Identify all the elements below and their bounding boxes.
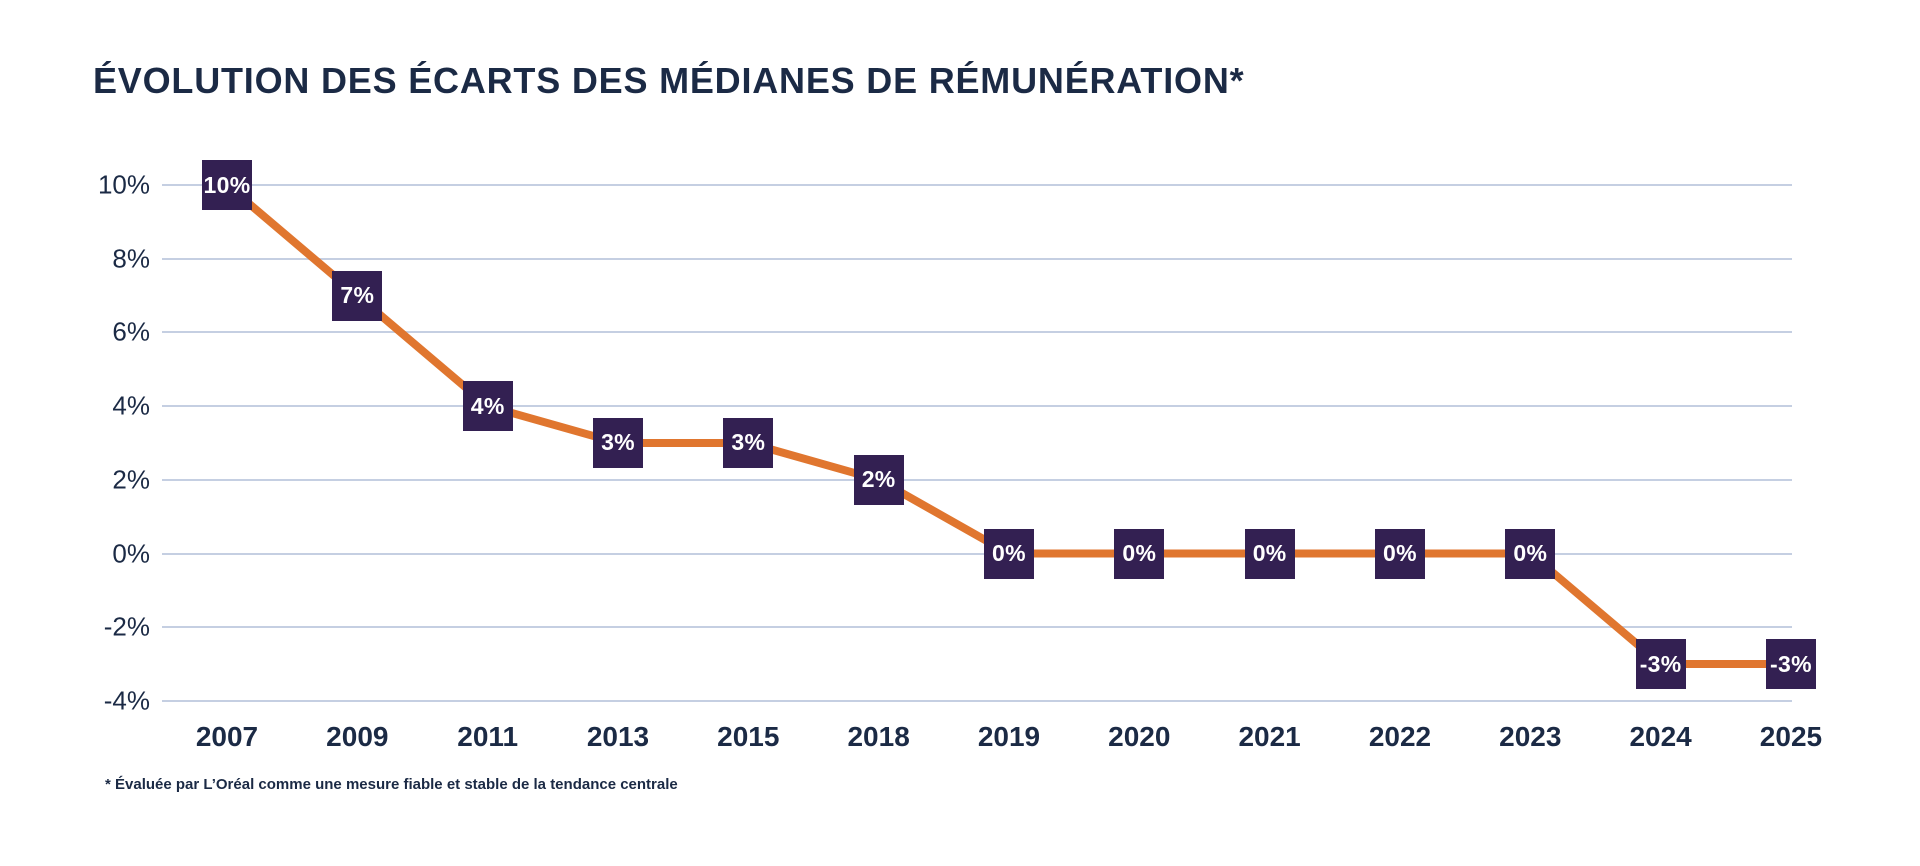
y-axis-tick-6%: 6% [112, 316, 150, 347]
data-point-2011: 4% [462, 381, 513, 432]
y-axis-tick-4%: 4% [112, 390, 150, 421]
gridline-2% [162, 478, 1792, 481]
data-point-2009: 7% [332, 270, 383, 321]
y-axis-tick-2%: 2% [112, 464, 150, 495]
data-point-2023: 0% [1505, 528, 1556, 579]
gridline--4% [162, 699, 1792, 702]
x-axis-tick-2020: 2020 [1108, 721, 1171, 752]
gridline-4% [162, 405, 1792, 408]
x-axis-tick-2011: 2011 [457, 721, 519, 752]
x-axis-tick-2009: 2009 [326, 721, 389, 752]
y-axis-tick-0%: 0% [112, 538, 150, 568]
x-axis-tick-2019: 2019 [977, 721, 1041, 752]
x-axis-tick-2023: 2023 [1499, 721, 1562, 752]
x-axis-tick-2007: 2007 [195, 721, 259, 752]
data-point-2018: 2% [853, 454, 904, 505]
data-point-2025: -3% [1765, 639, 1816, 690]
gridline-6% [162, 331, 1792, 334]
data-point-2021: 0% [1244, 528, 1295, 579]
x-axis-tick-2025: 2025 [1759, 721, 1823, 752]
chart-title: ÉVOLUTION DES ÉCARTS DES MÉDIANES DE RÉM… [93, 60, 1245, 101]
x-axis-tick-2015: 2015 [717, 721, 780, 752]
x-axis-tick-2022: 2022 [1368, 721, 1432, 752]
x-axis-tick-2021: 2021 [1238, 721, 1301, 752]
x-axis-tick-2013: 2013 [586, 721, 650, 752]
data-point-2015: 3% [723, 417, 774, 468]
y-axis-tick--4%: -4% [103, 685, 150, 716]
data-point-2024: -3% [1635, 639, 1686, 690]
data-point-2013: 3% [592, 417, 643, 468]
y-axis-tick-8%: 8% [112, 243, 150, 274]
data-point-2020: 0% [1114, 528, 1165, 579]
gridline-8% [162, 257, 1792, 260]
gridline--2% [162, 626, 1792, 629]
y-axis-tick--2%: -2% [103, 611, 150, 642]
y-axis-tick-10%: 10% [97, 169, 150, 200]
gridline-10% [162, 184, 1792, 186]
chart-footnote: * Évaluée par L’Oréal comme une mesure f… [105, 776, 678, 793]
x-axis-tick-2018: 2018 [847, 721, 910, 752]
data-point-2019: 0% [983, 528, 1034, 579]
x-axis-tick-2024: 2024 [1629, 721, 1692, 752]
data-point-2007: 10% [202, 160, 252, 210]
data-point-2022: 0% [1374, 528, 1425, 579]
